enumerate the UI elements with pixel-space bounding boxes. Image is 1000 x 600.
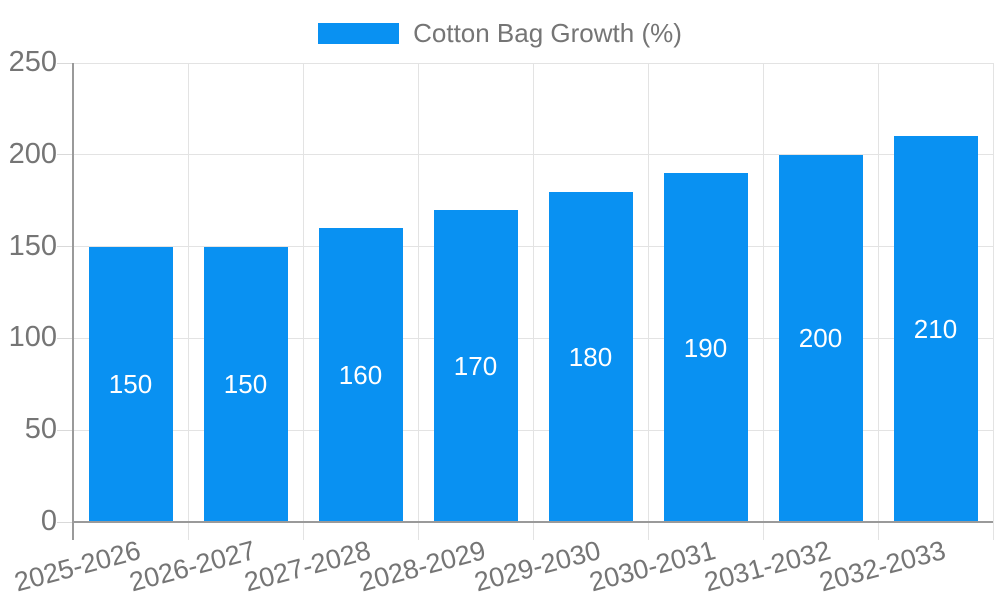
bar-2032-2033[interactable] <box>893 136 978 522</box>
y-tick-label-200: 200 <box>8 137 57 170</box>
x-grid-line-8 <box>992 63 994 540</box>
bar-2030-2031[interactable] <box>663 173 748 522</box>
bar-value-label-2032-2033: 210 <box>913 314 958 345</box>
x-category-label-2027-2028: 2027-2028 <box>241 535 375 598</box>
x-grid-line-6 <box>762 63 764 540</box>
x-category-label-2030-2031: 2030-2031 <box>586 535 720 598</box>
y-tick-label-100: 100 <box>8 321 57 354</box>
bar-2025-2026[interactable] <box>88 246 173 522</box>
x-grid-line-4 <box>532 63 534 540</box>
y-tick-mark-0 <box>57 521 73 523</box>
bar-value-label-2031-2032: 200 <box>798 323 843 354</box>
bar-value-label-2026-2027: 150 <box>223 369 268 400</box>
y-tick-mark-150 <box>57 246 73 248</box>
y-tick-label-0: 0 <box>40 504 57 537</box>
x-category-label-2026-2027: 2026-2027 <box>126 535 260 598</box>
x-grid-line-7 <box>877 63 879 540</box>
x-grid-line-5 <box>647 63 649 540</box>
x-grid-line-1 <box>187 63 189 540</box>
x-grid-line-2 <box>302 63 304 540</box>
bar-value-label-2030-2031: 190 <box>683 332 728 363</box>
y-tick-label-250: 250 <box>8 45 57 78</box>
y-tick-mark-200 <box>57 154 73 156</box>
x-axis-line <box>72 521 993 523</box>
y-tick-label-150: 150 <box>8 229 57 262</box>
bar-value-label-2028-2029: 170 <box>453 350 498 381</box>
y-tick-mark-250 <box>57 62 73 64</box>
x-category-label-2032-2033: 2032-2033 <box>816 535 950 598</box>
bar-2026-2027[interactable] <box>203 246 288 522</box>
legend-label: Cotton Bag Growth (%) <box>413 18 682 48</box>
y-axis-line <box>72 63 74 540</box>
x-category-label-2025-2026: 2025-2026 <box>11 535 145 598</box>
x-category-label-2028-2029: 2028-2029 <box>356 535 490 598</box>
legend-swatch <box>318 23 400 44</box>
y-tick-mark-100 <box>57 337 73 339</box>
bar-2029-2030[interactable] <box>548 191 633 522</box>
bar-2027-2028[interactable] <box>318 228 403 522</box>
legend[interactable]: Cotton Bag Growth (%) <box>0 18 1000 49</box>
x-category-label-2029-2030: 2029-2030 <box>471 535 605 598</box>
bar-2031-2032[interactable] <box>778 154 863 522</box>
bar-2028-2029[interactable] <box>433 209 518 522</box>
x-category-label-2031-2032: 2031-2032 <box>701 535 835 598</box>
bar-value-label-2025-2026: 150 <box>108 369 153 400</box>
y-tick-label-50: 50 <box>24 413 57 446</box>
bar-value-label-2029-2030: 180 <box>568 341 613 372</box>
bar-value-label-2027-2028: 160 <box>338 360 383 391</box>
x-grid-line-3 <box>417 63 419 540</box>
y-tick-mark-50 <box>57 429 73 431</box>
